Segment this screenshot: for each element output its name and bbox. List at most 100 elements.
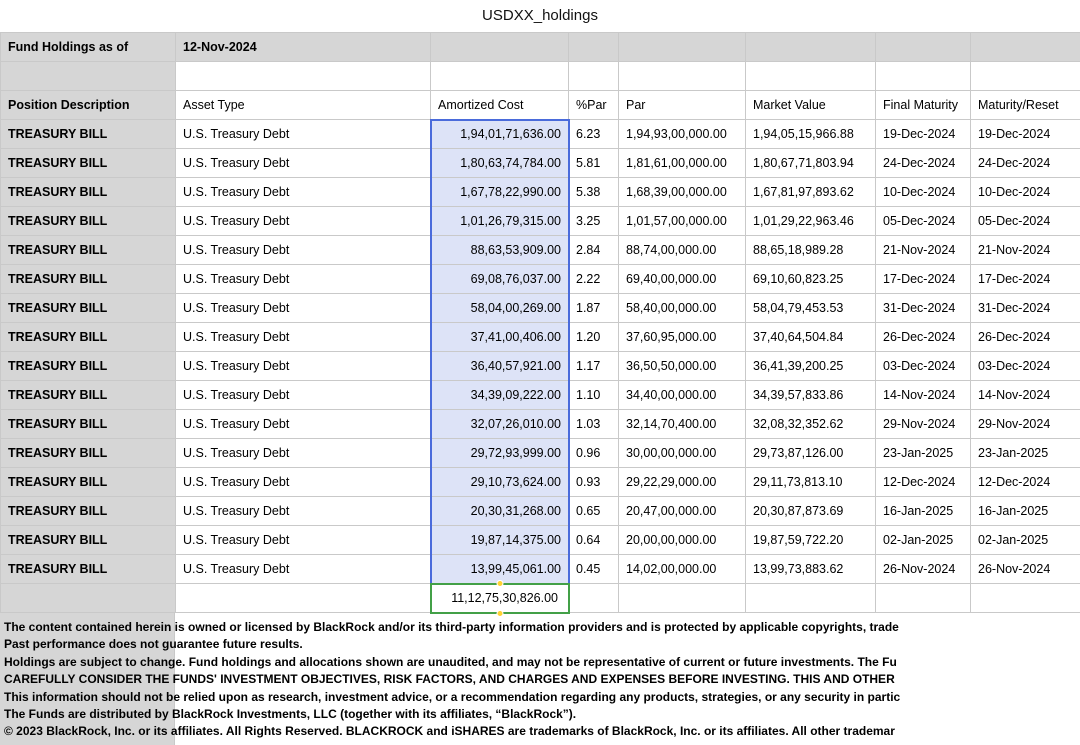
cell-maturity-reset[interactable]: 16-Jan-2025 (970, 496, 1080, 526)
cell-final-maturity[interactable]: 23-Jan-2025 (875, 438, 971, 468)
cell-market-value[interactable]: 1,94,05,15,966.88 (745, 119, 876, 149)
cell-empty[interactable] (875, 61, 971, 91)
cell-asset-type[interactable]: U.S. Treasury Debt (175, 264, 431, 294)
cell-final-maturity[interactable]: 10-Dec-2024 (875, 177, 971, 207)
col-header-maturity-reset[interactable]: Maturity/Reset (970, 90, 1080, 120)
cell-position-description[interactable]: TREASURY BILL (0, 438, 176, 468)
cell-amortized-cost[interactable]: 29,72,93,999.00 (430, 438, 569, 468)
cell-amortized-cost[interactable]: 88,63,53,909.00 (430, 235, 569, 265)
cell-par[interactable]: 34,40,00,000.00 (618, 380, 746, 410)
cell-par[interactable]: 1,81,61,00,000.00 (618, 148, 746, 178)
col-header-pct-par[interactable]: %Par (568, 90, 619, 120)
cell-final-maturity[interactable]: 14-Nov-2024 (875, 380, 971, 410)
cell-market-value[interactable]: 37,40,64,504.84 (745, 322, 876, 352)
cell-empty[interactable] (875, 32, 971, 62)
cell-final-maturity[interactable]: 26-Nov-2024 (875, 554, 971, 584)
cell-asset-type[interactable]: U.S. Treasury Debt (175, 380, 431, 410)
cell-market-value[interactable]: 29,73,87,126.00 (745, 438, 876, 468)
cell-amortized-cost[interactable]: 19,87,14,375.00 (430, 525, 569, 555)
cell-final-maturity[interactable]: 24-Dec-2024 (875, 148, 971, 178)
cell-empty[interactable] (875, 583, 971, 613)
cell-maturity-reset[interactable]: 05-Dec-2024 (970, 206, 1080, 236)
cell-asset-type[interactable]: U.S. Treasury Debt (175, 322, 431, 352)
cell-amortized-cost[interactable]: 1,80,63,74,784.00 (430, 148, 569, 178)
cell-position-description[interactable]: TREASURY BILL (0, 351, 176, 381)
cell-par[interactable]: 37,60,95,000.00 (618, 322, 746, 352)
cell-par[interactable]: 20,47,00,000.00 (618, 496, 746, 526)
cell-final-maturity[interactable]: 31-Dec-2024 (875, 293, 971, 323)
cell-pct-par[interactable]: 1.03 (568, 409, 619, 439)
cell-position-description[interactable]: TREASURY BILL (0, 554, 176, 584)
cell-empty[interactable] (0, 61, 176, 91)
cell-amortized-cost[interactable]: 29,10,73,624.00 (430, 467, 569, 497)
cell-holdings-date[interactable]: 12-Nov-2024 (175, 32, 431, 62)
cell-par[interactable]: 1,01,57,00,000.00 (618, 206, 746, 236)
cell-pct-par[interactable]: 1.87 (568, 293, 619, 323)
cell-position-description[interactable]: TREASURY BILL (0, 496, 176, 526)
cell-empty[interactable] (618, 583, 746, 613)
cell-asset-type[interactable]: U.S. Treasury Debt (175, 148, 431, 178)
cell-final-maturity[interactable]: 05-Dec-2024 (875, 206, 971, 236)
cell-par[interactable]: 29,22,29,000.00 (618, 467, 746, 497)
cell-asset-type[interactable]: U.S. Treasury Debt (175, 206, 431, 236)
cell-position-description[interactable]: TREASURY BILL (0, 467, 176, 497)
cell-position-description[interactable]: TREASURY BILL (0, 119, 176, 149)
cell-empty[interactable] (745, 61, 876, 91)
cell-maturity-reset[interactable]: 12-Dec-2024 (970, 467, 1080, 497)
cell-final-maturity[interactable]: 17-Dec-2024 (875, 264, 971, 294)
cell-par[interactable]: 88,74,00,000.00 (618, 235, 746, 265)
cell-fund-holdings-label[interactable]: Fund Holdings as of (0, 32, 176, 62)
cell-maturity-reset[interactable]: 26-Nov-2024 (970, 554, 1080, 584)
col-header-final-maturity[interactable]: Final Maturity (875, 90, 971, 120)
cell-empty[interactable] (745, 583, 876, 613)
cell-asset-type[interactable]: U.S. Treasury Debt (175, 467, 431, 497)
cell-amortized-cost[interactable]: 37,41,00,406.00 (430, 322, 569, 352)
cell-position-description[interactable]: TREASURY BILL (0, 206, 176, 236)
cell-position-description[interactable]: TREASURY BILL (0, 380, 176, 410)
cell-amortized-cost[interactable]: 20,30,31,268.00 (430, 496, 569, 526)
cell-pct-par[interactable]: 3.25 (568, 206, 619, 236)
cell-asset-type[interactable]: U.S. Treasury Debt (175, 351, 431, 381)
cell-amortized-cost[interactable]: 1,01,26,79,315.00 (430, 206, 569, 236)
cell-amortized-cost[interactable]: 58,04,00,269.00 (430, 293, 569, 323)
cell-maturity-reset[interactable]: 29-Nov-2024 (970, 409, 1080, 439)
cell-total-amortized-cost[interactable]: 11,12,75,30,826.00 (430, 583, 569, 613)
cell-final-maturity[interactable]: 21-Nov-2024 (875, 235, 971, 265)
col-header-par[interactable]: Par (618, 90, 746, 120)
cell-pct-par[interactable]: 1.20 (568, 322, 619, 352)
cell-market-value[interactable]: 29,11,73,813.10 (745, 467, 876, 497)
cell-empty[interactable] (430, 61, 569, 91)
cell-amortized-cost[interactable]: 32,07,26,010.00 (430, 409, 569, 439)
cell-market-value[interactable]: 32,08,32,352.62 (745, 409, 876, 439)
col-header-market-value[interactable]: Market Value (745, 90, 876, 120)
cell-maturity-reset[interactable]: 02-Jan-2025 (970, 525, 1080, 555)
cell-pct-par[interactable]: 6.23 (568, 119, 619, 149)
cell-maturity-reset[interactable]: 24-Dec-2024 (970, 148, 1080, 178)
cell-final-maturity[interactable]: 03-Dec-2024 (875, 351, 971, 381)
cell-empty[interactable] (568, 61, 619, 91)
cell-position-description[interactable]: TREASURY BILL (0, 235, 176, 265)
cell-asset-type[interactable]: U.S. Treasury Debt (175, 177, 431, 207)
cell-empty[interactable] (618, 61, 746, 91)
cell-par[interactable]: 32,14,70,400.00 (618, 409, 746, 439)
cell-asset-type[interactable]: U.S. Treasury Debt (175, 235, 431, 265)
cell-par[interactable]: 58,40,00,000.00 (618, 293, 746, 323)
cell-maturity-reset[interactable]: 10-Dec-2024 (970, 177, 1080, 207)
cell-empty[interactable] (618, 32, 746, 62)
cell-final-maturity[interactable]: 02-Jan-2025 (875, 525, 971, 555)
cell-maturity-reset[interactable]: 26-Dec-2024 (970, 322, 1080, 352)
cell-amortized-cost[interactable]: 1,67,78,22,990.00 (430, 177, 569, 207)
cell-pct-par[interactable]: 0.93 (568, 467, 619, 497)
cell-asset-type[interactable]: U.S. Treasury Debt (175, 496, 431, 526)
cell-market-value[interactable]: 88,65,18,989.28 (745, 235, 876, 265)
cell-asset-type[interactable]: U.S. Treasury Debt (175, 438, 431, 468)
cell-market-value[interactable]: 1,01,29,22,963.46 (745, 206, 876, 236)
cell-asset-type[interactable]: U.S. Treasury Debt (175, 119, 431, 149)
cell-maturity-reset[interactable]: 31-Dec-2024 (970, 293, 1080, 323)
cell-final-maturity[interactable]: 26-Dec-2024 (875, 322, 971, 352)
cell-pct-par[interactable]: 1.10 (568, 380, 619, 410)
cell-pct-par[interactable]: 0.45 (568, 554, 619, 584)
col-header-amortized-cost[interactable]: Amortized Cost (430, 90, 569, 120)
cell-par[interactable]: 20,00,00,000.00 (618, 525, 746, 555)
cell-maturity-reset[interactable]: 21-Nov-2024 (970, 235, 1080, 265)
